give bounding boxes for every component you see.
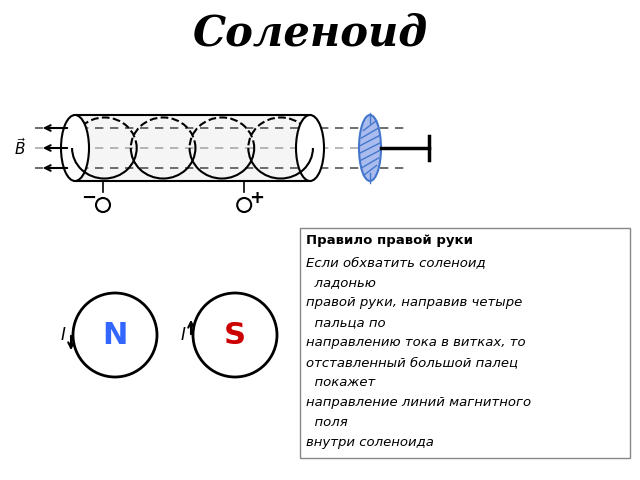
Text: направлению тока в витках, то: направлению тока в витках, то — [306, 336, 525, 349]
Text: отставленный большой палец: отставленный большой палец — [306, 356, 518, 369]
Text: Если обхватить соленоид: Если обхватить соленоид — [306, 256, 486, 269]
Ellipse shape — [359, 115, 381, 181]
Text: пальца по: пальца по — [306, 316, 386, 329]
Text: поля: поля — [306, 416, 348, 429]
Text: правой руки, направив четыре: правой руки, направив четыре — [306, 296, 522, 309]
Ellipse shape — [61, 115, 89, 181]
Bar — [75, 115, 310, 181]
Text: +: + — [249, 189, 264, 207]
Circle shape — [73, 293, 157, 377]
Text: внутри соленоида: внутри соленоида — [306, 436, 434, 449]
FancyBboxPatch shape — [300, 228, 630, 458]
Circle shape — [193, 293, 277, 377]
Text: направление линий магнитного: направление линий магнитного — [306, 396, 531, 409]
Text: Правило правой руки: Правило правой руки — [306, 234, 473, 247]
Text: −: − — [81, 189, 97, 207]
Circle shape — [237, 198, 251, 212]
Text: покажет: покажет — [306, 376, 375, 389]
Circle shape — [96, 198, 110, 212]
Text: Соленоид: Соленоид — [193, 12, 428, 54]
Text: $\vec{B}$: $\vec{B}$ — [14, 138, 26, 158]
Text: I: I — [61, 326, 65, 344]
Ellipse shape — [296, 115, 324, 181]
Text: ладонью: ладонью — [306, 276, 376, 289]
Text: I: I — [180, 326, 186, 344]
Text: S: S — [224, 321, 246, 349]
Text: N: N — [102, 321, 128, 349]
